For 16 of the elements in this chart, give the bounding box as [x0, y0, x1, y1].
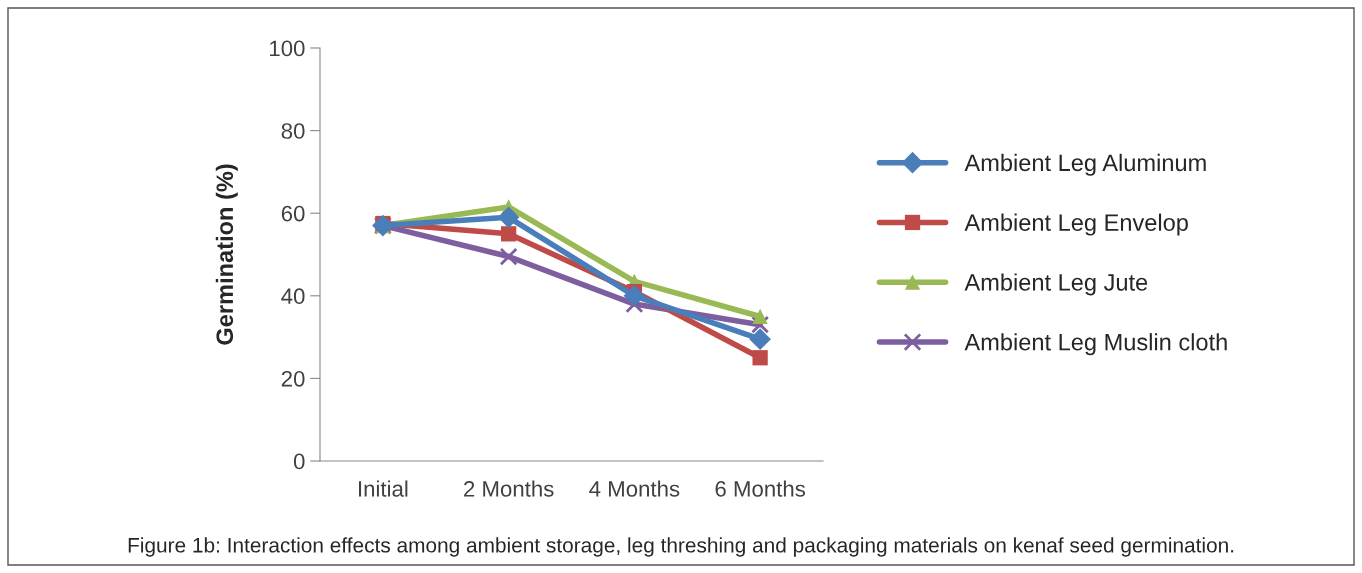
y-tick-label: 20 [281, 370, 305, 387]
y-tick-label: 100 [270, 40, 305, 57]
y-axis-title: Germination (%) [215, 164, 238, 345]
legend-label: Ambient Leg Jute [964, 273, 1148, 296]
caption: Figure 1b: Interaction effects among ambient storage, leg threshing and packaging materials on kenaf seed germination. [128, 537, 1234, 557]
legend-label: Ambient Leg Envelop [964, 213, 1188, 236]
y-tick-label: 40 [281, 288, 305, 305]
x-tick-label: 4 Months [589, 480, 680, 497]
y-tick-label: 80 [281, 123, 305, 139]
legend-label: Ambient Leg Aluminum [964, 153, 1206, 176]
y-tick-label: 0 [293, 453, 305, 470]
x-tick-label: Initial [358, 480, 408, 497]
legend-label: Ambient Leg Muslin cloth [964, 333, 1227, 356]
y-tick-label: 60 [281, 205, 305, 222]
x-tick-label: 6 Months [715, 480, 806, 497]
x-tick-label: 2 Months [464, 480, 554, 497]
